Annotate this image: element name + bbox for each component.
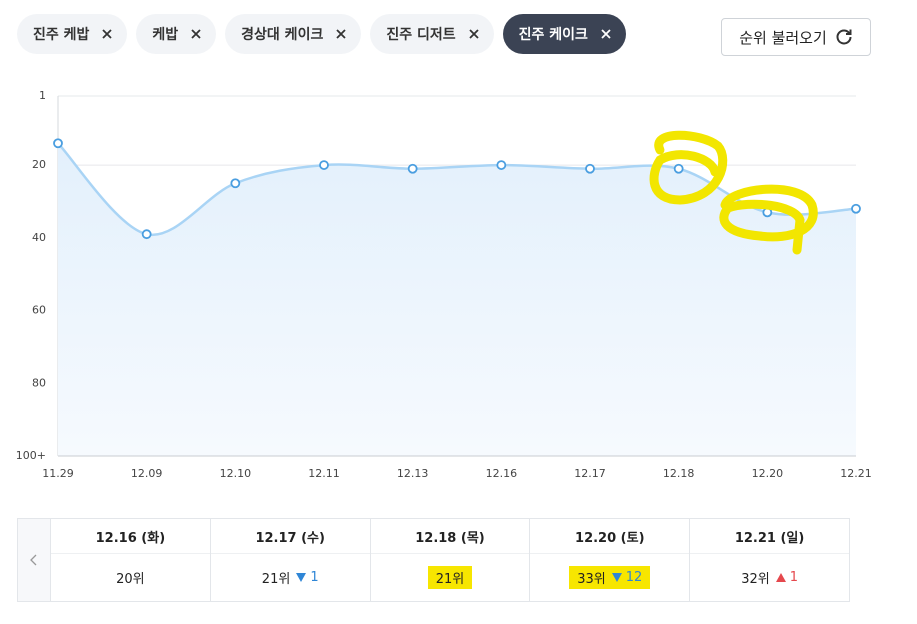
rank-content: 33위 12: [569, 566, 651, 589]
point: [230, 178, 241, 189]
prev-icon: [30, 554, 37, 566]
x-tick-label: 11.29: [42, 467, 74, 480]
y-tick-label: 60: [32, 304, 46, 317]
rank-change: 1: [296, 570, 319, 585]
table-column: 12.16 (화) 20위: [51, 519, 211, 601]
date-header: 12.16 (화): [51, 519, 210, 554]
rank-cell: 21위 1: [211, 554, 370, 601]
rank-content: 20위: [108, 566, 153, 589]
point: [851, 203, 861, 214]
close-x: [468, 29, 479, 39]
close-x: [102, 29, 113, 39]
change-arrow: [296, 573, 307, 582]
point: [585, 163, 595, 174]
close-icon: [191, 29, 201, 39]
change-value: 12: [625, 570, 643, 585]
reload-icon: [836, 29, 852, 45]
x-tick-label: 12.18: [663, 467, 695, 480]
table-column: 12.18 (목) 21위: [370, 519, 531, 601]
date-header: 12.21 (일): [690, 519, 849, 554]
close-x: [191, 29, 201, 39]
chart: 1 20 40 60 80 100+ 11.29 12.09 12.10 12.11 12.13 12…: [16, 89, 872, 480]
arrow: [775, 573, 786, 582]
x-tick-label: 12.21: [840, 467, 872, 480]
close-icon: [601, 29, 611, 39]
arrow: [296, 573, 307, 582]
tab-label: 진주 디저트: [386, 27, 456, 43]
y-tick-label: 40: [32, 231, 46, 244]
x-tick-label: 12.20: [752, 467, 784, 480]
x-tick-label: 12.17: [574, 467, 606, 480]
rank-cell: 20위: [51, 554, 210, 601]
point: [673, 163, 684, 174]
x-tick-label: 12.09: [131, 467, 163, 480]
highlight-marks: [649, 130, 818, 255]
x-tick-label: 12.10: [220, 467, 252, 480]
x-tick-label: 12.11: [308, 467, 340, 480]
x-tick-label: 12.13: [397, 467, 429, 480]
rank-text: 21위: [261, 572, 291, 587]
tab-label: 진주 케이크: [518, 27, 588, 43]
line: [57, 142, 857, 237]
area: [58, 143, 856, 456]
prev-button[interactable]: [18, 519, 51, 601]
reload-label: 순위 불러오기: [739, 28, 827, 47]
table-column: 12.20 (토) 33위 12: [530, 519, 691, 601]
y-tick-label: 100+: [16, 449, 46, 462]
y-tick-label: 80: [32, 376, 46, 389]
date-header: 12.20 (토): [530, 519, 690, 554]
tab-label: 경상대 케이크: [241, 27, 324, 43]
rank-table: 12.16 (화) 20위 12.17 (수) 21위 1 12.18 (목) 21위 12.…: [17, 518, 850, 602]
tab-label: 케밥: [152, 27, 179, 43]
rank-text: 21위: [435, 572, 465, 587]
change-value: 1: [789, 570, 798, 585]
date-header: 12.17 (수): [210, 519, 370, 554]
tab[interactable]: 진주 케이크: [502, 14, 626, 54]
close-x: [601, 29, 611, 39]
rank-content: 32위 1: [733, 566, 806, 589]
rank-content: 21위: [427, 566, 473, 589]
point: [53, 138, 63, 149]
rank-text: 32위: [741, 572, 770, 587]
y-tick-label: 20: [32, 158, 46, 171]
tab-label: 진주 케밥: [33, 27, 90, 43]
reload-button[interactable]: 순위 불러오기: [721, 18, 871, 56]
point: [407, 163, 418, 174]
rank-change: 1: [775, 570, 798, 585]
close-icon: [468, 29, 479, 39]
change-value: 1: [310, 570, 319, 585]
keyword-tabs: 진주 케밥 케밥 경상대 케이크 진주 디저트 진주 케이크: [17, 14, 626, 54]
date-header: 12.18 (목): [370, 519, 530, 554]
tab[interactable]: 진주 케밥: [17, 14, 128, 54]
rank-cell: 32위 1: [690, 554, 849, 601]
close-x: [336, 29, 346, 39]
point: [141, 229, 152, 240]
close-icon: [102, 29, 113, 39]
y-tick-label: 1: [39, 89, 46, 102]
tab[interactable]: 케밥: [136, 14, 217, 54]
tab[interactable]: 경상대 케이크: [225, 14, 362, 54]
change-arrow: [775, 573, 786, 582]
point: [319, 160, 329, 170]
rank-cell: 33위 12: [530, 554, 689, 601]
x-tick-label: 12.16: [486, 467, 518, 480]
close-icon: [336, 29, 346, 39]
rank-change: 12: [611, 570, 643, 585]
table-column: 12.21 (일) 32위 1: [690, 519, 849, 601]
rank-text: 33위: [577, 572, 606, 587]
arrow: [611, 573, 622, 582]
rank-content: 21위 1: [254, 566, 327, 589]
rank-text: 20위: [116, 572, 145, 587]
tab[interactable]: 진주 디저트: [370, 14, 494, 54]
rank-cell: 21위: [371, 554, 530, 601]
point: [496, 160, 507, 170]
change-arrow: [611, 573, 622, 582]
table-column: 12.17 (수) 21위 1: [210, 519, 371, 601]
